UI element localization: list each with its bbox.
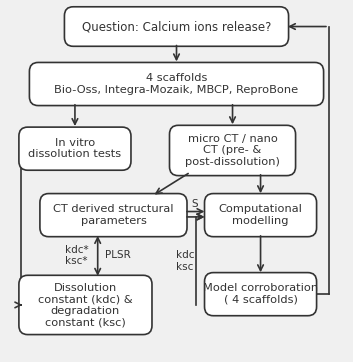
Text: 4 scaffolds
Bio-Oss, Integra-Mozaik, MBCP, ReproBone: 4 scaffolds Bio-Oss, Integra-Mozaik, MBC…	[54, 73, 299, 95]
Text: PLSR: PLSR	[105, 251, 131, 260]
FancyBboxPatch shape	[19, 127, 131, 170]
FancyBboxPatch shape	[204, 273, 317, 316]
Text: Computational
modelling: Computational modelling	[219, 204, 303, 226]
FancyBboxPatch shape	[40, 194, 187, 237]
FancyBboxPatch shape	[65, 7, 288, 46]
FancyBboxPatch shape	[29, 63, 324, 106]
Text: micro CT / nano
CT (pre- &
post-dissolution): micro CT / nano CT (pre- & post-dissolut…	[185, 134, 280, 167]
FancyBboxPatch shape	[169, 125, 295, 176]
Text: CT derived structural
parameters: CT derived structural parameters	[53, 204, 174, 226]
FancyBboxPatch shape	[204, 194, 317, 237]
Text: kdc
ksc: kdc ksc	[175, 250, 194, 272]
Text: S: S	[192, 199, 198, 209]
Text: Dissolution
constant (kdc) &
degradation
constant (ksc): Dissolution constant (kdc) & degradation…	[38, 282, 133, 327]
Text: kdc*
ksc*: kdc* ksc*	[65, 245, 88, 266]
Text: In vitro
dissolution tests: In vitro dissolution tests	[28, 138, 121, 160]
Text: Model corroboration
( 4 scaffolds): Model corroboration ( 4 scaffolds)	[203, 283, 318, 305]
FancyBboxPatch shape	[19, 275, 152, 334]
Text: Question: Calcium ions release?: Question: Calcium ions release?	[82, 20, 271, 33]
